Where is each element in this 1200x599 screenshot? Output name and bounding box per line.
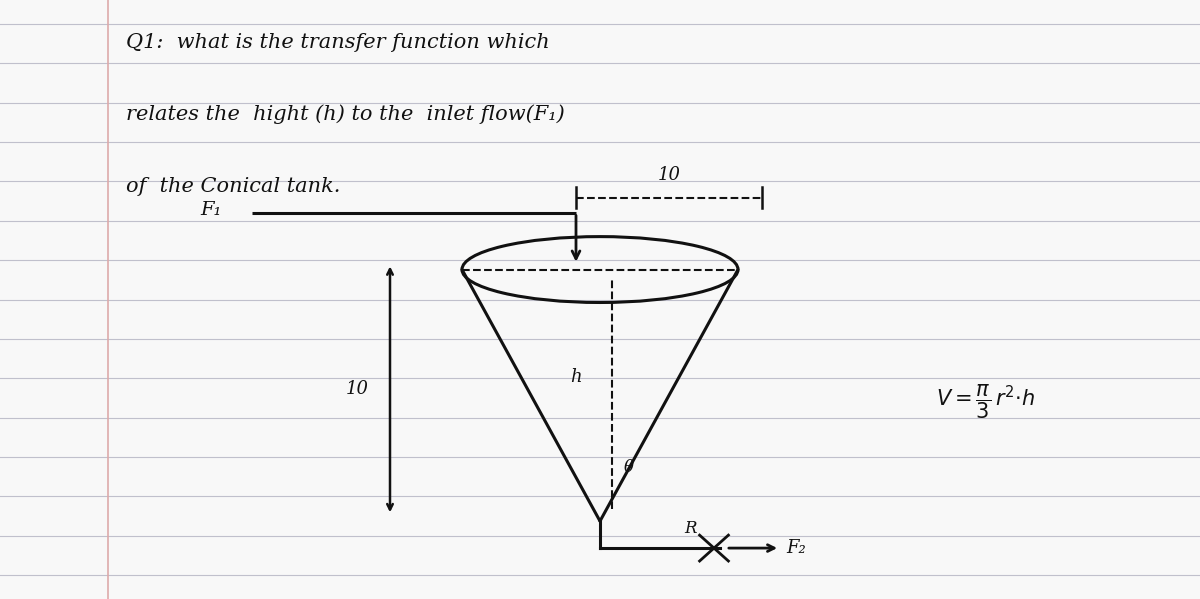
- Text: 10: 10: [658, 167, 680, 184]
- Text: F₂: F₂: [786, 539, 805, 557]
- Text: Q1:  what is the transfer function which: Q1: what is the transfer function which: [126, 33, 550, 52]
- Text: of  the Conical tank.: of the Conical tank.: [126, 177, 341, 196]
- Text: 10: 10: [346, 380, 368, 398]
- Text: F₁: F₁: [200, 201, 222, 219]
- Text: θ: θ: [624, 459, 634, 476]
- Text: $V= \dfrac{\pi}{3}\,r^{2}{\cdot}h$: $V= \dfrac{\pi}{3}\,r^{2}{\cdot}h$: [936, 382, 1036, 420]
- Text: h: h: [570, 368, 582, 386]
- Text: relates the  hight (h) to the  inlet flow(F₁): relates the hight (h) to the inlet flow(…: [126, 105, 565, 125]
- Text: R: R: [684, 520, 696, 537]
